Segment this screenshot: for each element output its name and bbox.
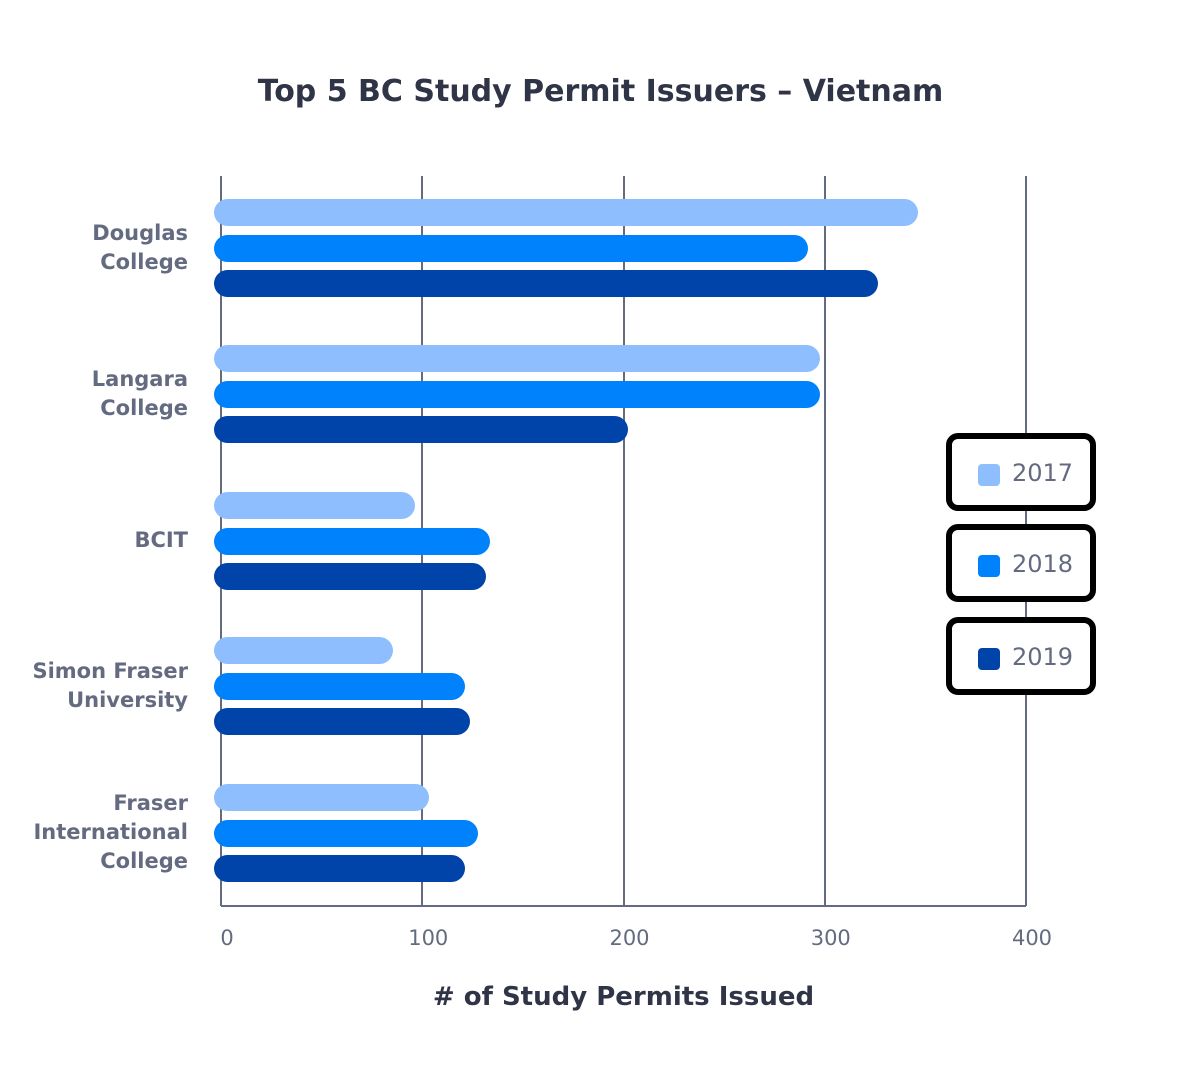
- gridline: [622, 176, 625, 906]
- x-tick-label: 0: [220, 926, 234, 950]
- bar-2019: [214, 855, 466, 882]
- legend-item-2017: 2017: [946, 433, 1096, 511]
- legend-swatch-icon: [978, 648, 1000, 670]
- x-tick-label: 200: [609, 926, 650, 950]
- category-label: Simon Fraser University: [32, 658, 188, 712]
- category-label: Fraser International College: [33, 791, 188, 873]
- bar-2017: [214, 345, 820, 372]
- x-tick-label: 400: [1011, 926, 1053, 950]
- bar-2017: [214, 492, 416, 519]
- bar-2017: [214, 784, 430, 811]
- bar-2018: [214, 819, 478, 847]
- bar-2018: [214, 672, 466, 700]
- bar-2017: [214, 637, 394, 664]
- x-axis-label: # of Study Permits Issued: [432, 982, 815, 1012]
- category-label: BCIT: [134, 528, 188, 552]
- gridline: [823, 176, 826, 906]
- legend-item-2018: 2018: [946, 524, 1096, 602]
- bar-2017: [214, 199, 919, 226]
- legend-label: 2018: [1012, 550, 1074, 578]
- chart-title: Top 5 BC Study Permit Issuers – Vietnam: [257, 74, 944, 109]
- legend-label: 2019: [1012, 643, 1074, 671]
- category-label: Langara College: [91, 366, 188, 420]
- category-label: Douglas College: [92, 220, 188, 274]
- x-tick-label: 300: [810, 926, 851, 950]
- bar-2019: [214, 270, 879, 297]
- bar-2018: [214, 527, 490, 555]
- legend-swatch-icon: [978, 555, 1000, 577]
- x-axis-line: [221, 905, 1026, 907]
- legend-item-2019: 2019: [946, 617, 1096, 695]
- x-tick-label: 100: [408, 926, 449, 950]
- bar-2019: [214, 416, 629, 443]
- bar-2018: [214, 234, 808, 262]
- bar-2019: [214, 563, 486, 590]
- legend-swatch-icon: [978, 464, 1000, 486]
- legend-label: 2017: [1012, 459, 1074, 487]
- bar-2019: [214, 708, 470, 735]
- bar-2018: [214, 380, 820, 408]
